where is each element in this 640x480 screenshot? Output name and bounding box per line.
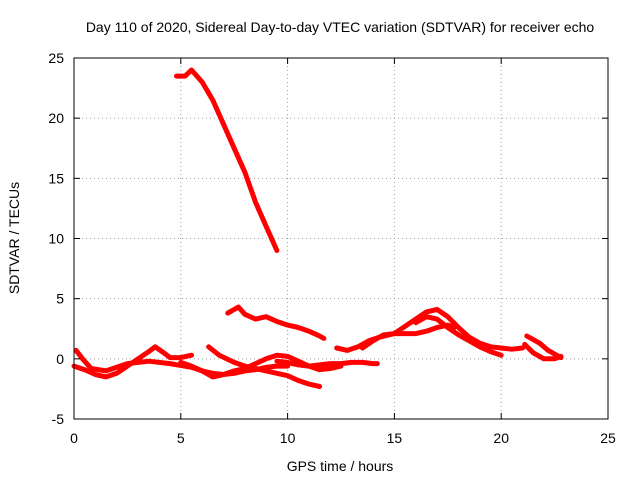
y-tick-label: 5 [56, 291, 64, 307]
series-line-track-7 [274, 358, 380, 369]
x-tick-label: 10 [280, 430, 296, 446]
x-tick-label: 25 [600, 430, 616, 446]
series-line-track-1 [174, 67, 280, 253]
series-line-track-6 [206, 344, 323, 389]
y-tick-label: 20 [48, 110, 64, 126]
series-line-track-2 [225, 304, 327, 341]
chart-title: Day 110 of 2020, Sidereal Day-to-day VTE… [86, 19, 595, 35]
x-tick-label: 0 [70, 430, 78, 446]
grid [74, 58, 608, 419]
y-tick-label: 10 [48, 231, 64, 247]
series-layer [71, 67, 564, 389]
x-tick-label: 15 [387, 430, 403, 446]
axis-ticks: 0 5 10 15 20 25 -5 0 5 10 15 20 25 [48, 50, 616, 446]
series-line-track-12 [522, 341, 564, 362]
series-line-track-11 [524, 333, 564, 361]
series-line-track-8 [334, 307, 526, 353]
series-line-track-3 [71, 344, 194, 380]
y-axis-title: SDTVAR / TECUs [6, 182, 22, 294]
series-line-track-10 [413, 314, 504, 358]
y-tick-label: -5 [52, 411, 65, 427]
y-tick-label: 0 [56, 351, 64, 367]
x-tick-label: 20 [493, 430, 509, 446]
y-tick-label: 25 [48, 50, 64, 66]
x-axis-title: GPS time / hours [287, 458, 394, 474]
x-tick-label: 5 [177, 430, 185, 446]
y-tick-label: 15 [48, 170, 64, 186]
